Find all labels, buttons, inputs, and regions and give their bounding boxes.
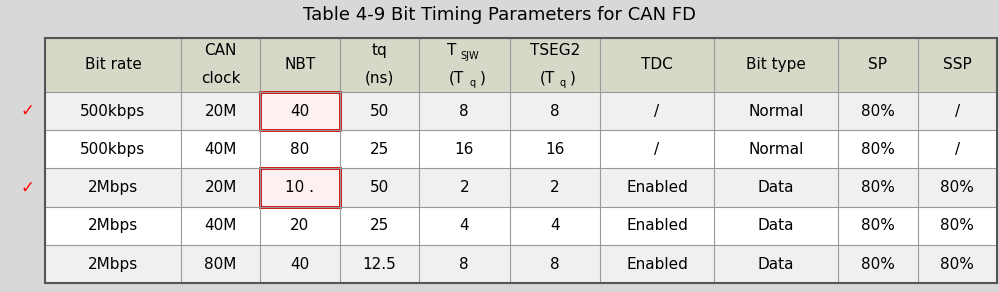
Text: 40: 40 — [291, 257, 310, 272]
Text: ✓: ✓ — [20, 102, 34, 120]
Text: Normal: Normal — [748, 104, 803, 119]
Text: /: / — [955, 104, 960, 119]
Text: 16: 16 — [455, 142, 474, 157]
Text: 8: 8 — [550, 257, 559, 272]
Text: CAN: CAN — [205, 43, 237, 58]
Text: 80%: 80% — [940, 257, 974, 272]
Text: 4: 4 — [460, 218, 470, 233]
Text: Enabled: Enabled — [626, 180, 688, 195]
Text: Bit type: Bit type — [746, 58, 806, 72]
Text: (T: (T — [449, 71, 464, 86]
Text: 80%: 80% — [861, 104, 895, 119]
Text: Data: Data — [757, 180, 794, 195]
Text: 4: 4 — [550, 218, 559, 233]
Text: Data: Data — [757, 257, 794, 272]
Text: 20M: 20M — [205, 104, 237, 119]
Text: Enabled: Enabled — [626, 218, 688, 233]
Text: 2: 2 — [460, 180, 470, 195]
Text: /: / — [955, 142, 960, 157]
Text: (T: (T — [539, 71, 554, 86]
Text: 16: 16 — [545, 142, 564, 157]
Text: clock: clock — [201, 71, 241, 86]
Text: 80%: 80% — [861, 180, 895, 195]
Text: /: / — [654, 104, 659, 119]
Text: 80M: 80M — [205, 257, 237, 272]
Text: tq: tq — [372, 43, 388, 58]
Text: /: / — [654, 142, 659, 157]
Text: Enabled: Enabled — [626, 257, 688, 272]
Text: 80%: 80% — [940, 218, 974, 233]
Text: 40M: 40M — [205, 218, 237, 233]
Text: NBT: NBT — [285, 58, 316, 72]
Text: 2Mbps: 2Mbps — [88, 257, 138, 272]
Text: TDC: TDC — [641, 58, 673, 72]
Bar — [261, 92, 340, 130]
Text: 50: 50 — [370, 180, 389, 195]
Text: 25: 25 — [370, 218, 389, 233]
Text: 8: 8 — [550, 104, 559, 119]
Text: 10 .: 10 . — [286, 180, 315, 195]
Text: 80: 80 — [291, 142, 310, 157]
Text: 2: 2 — [550, 180, 559, 195]
Text: SP: SP — [868, 58, 887, 72]
Text: 8: 8 — [460, 257, 470, 272]
Text: 40: 40 — [291, 104, 310, 119]
Text: q: q — [470, 78, 476, 88]
Text: 80%: 80% — [861, 257, 895, 272]
Text: SJW: SJW — [460, 51, 479, 61]
Text: 25: 25 — [370, 142, 389, 157]
Text: q: q — [559, 78, 566, 88]
Text: ): ) — [570, 71, 575, 86]
Text: 8: 8 — [460, 104, 470, 119]
Bar — [261, 168, 340, 207]
Text: 40M: 40M — [205, 142, 237, 157]
Text: Data: Data — [757, 218, 794, 233]
Text: T: T — [447, 43, 456, 58]
Text: (ns): (ns) — [365, 71, 394, 86]
Text: 80%: 80% — [861, 218, 895, 233]
Text: 50: 50 — [370, 104, 389, 119]
Text: 80%: 80% — [861, 142, 895, 157]
Text: 20: 20 — [291, 218, 310, 233]
Text: 20M: 20M — [205, 180, 237, 195]
Text: 2Mbps: 2Mbps — [88, 218, 138, 233]
Text: Bit rate: Bit rate — [85, 58, 142, 72]
Text: ): ) — [480, 71, 486, 86]
Text: 80%: 80% — [940, 180, 974, 195]
Text: Table 4-9 Bit Timing Parameters for CAN FD: Table 4-9 Bit Timing Parameters for CAN … — [303, 6, 696, 24]
Text: 2Mbps: 2Mbps — [88, 180, 138, 195]
Text: Normal: Normal — [748, 142, 803, 157]
Text: ✓: ✓ — [20, 179, 34, 197]
Text: 500kbps: 500kbps — [80, 104, 146, 119]
Text: TSEG2: TSEG2 — [529, 43, 580, 58]
Text: 500kbps: 500kbps — [80, 142, 146, 157]
Text: 12.5: 12.5 — [363, 257, 397, 272]
Text: SSP: SSP — [943, 58, 972, 72]
